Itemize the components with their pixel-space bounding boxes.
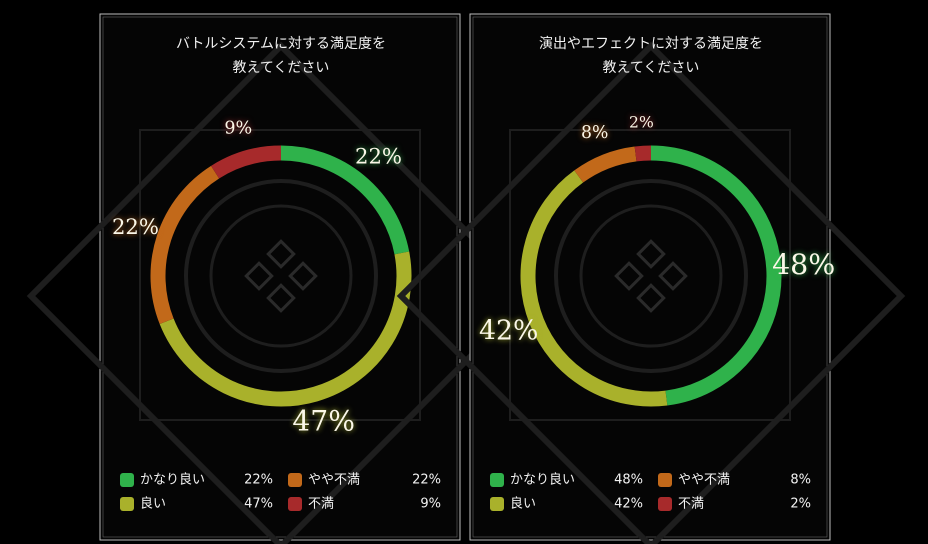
decor-diamond-small bbox=[614, 261, 644, 291]
legend-swatch bbox=[120, 473, 134, 487]
decor-diamond-small bbox=[266, 283, 296, 313]
data-label: 22% bbox=[112, 214, 159, 239]
legend-label: 不満 bbox=[678, 497, 704, 512]
legend-value: 42% bbox=[614, 497, 643, 512]
decor-ring bbox=[554, 179, 748, 373]
decor-diamond bbox=[396, 41, 906, 544]
donut-segment bbox=[520, 170, 668, 407]
decor-frame bbox=[509, 129, 791, 421]
decor-diamond-small bbox=[658, 261, 688, 291]
donut-segment bbox=[650, 145, 782, 406]
donut-segment bbox=[574, 146, 637, 183]
decor-diamond bbox=[26, 41, 536, 544]
legend-value: 22% bbox=[412, 473, 441, 488]
legend-label: やや不満 bbox=[308, 473, 360, 488]
data-label: 8% bbox=[581, 123, 608, 143]
data-label: 22% bbox=[355, 144, 402, 169]
donut-segment bbox=[280, 145, 410, 255]
background-decoration bbox=[26, 41, 536, 544]
donut-segment bbox=[211, 145, 282, 179]
legend-value: 9% bbox=[420, 497, 441, 512]
legend-label: 良い bbox=[140, 496, 166, 512]
legend-swatch bbox=[490, 497, 504, 511]
panel: バトルシステムに対する満足度を教えてください 22% かなり良い 22% 47% 良い 47… bbox=[26, 13, 536, 544]
decor-ring bbox=[184, 179, 378, 373]
data-label: 9% bbox=[224, 119, 252, 139]
panel: 演出やエフェクトに対する満足度を教えてください 48% かなり良い 48% 42% 良い 4… bbox=[396, 13, 906, 544]
legend-label: 良い bbox=[510, 496, 536, 512]
data-label: 2% bbox=[629, 113, 654, 131]
decor-ring bbox=[209, 204, 353, 348]
data-label: 47% bbox=[292, 404, 355, 437]
decor-diamond-small bbox=[244, 261, 274, 291]
legend-value: 22% bbox=[244, 473, 273, 488]
donut-segment bbox=[634, 145, 652, 162]
decor-diamond-small bbox=[636, 239, 666, 269]
panel-inner-frame bbox=[472, 16, 828, 538]
legend-value: 47% bbox=[244, 497, 273, 512]
donut-segment bbox=[150, 165, 220, 325]
panel-inner-frame bbox=[102, 16, 458, 538]
legend-label: かなり良い bbox=[510, 472, 575, 488]
chart-title: バトルシステムに対する満足度を教えてください bbox=[176, 36, 386, 76]
legend-swatch bbox=[288, 497, 302, 511]
data-label: 42% bbox=[479, 315, 538, 346]
legend-value: 48% bbox=[614, 473, 643, 488]
legend-swatch bbox=[288, 473, 302, 487]
legend-swatch bbox=[658, 497, 672, 511]
legend-value: 8% bbox=[790, 473, 811, 488]
legend-swatch bbox=[120, 497, 134, 511]
decor-diamond-small bbox=[636, 283, 666, 313]
legend-value: 2% bbox=[790, 497, 811, 512]
decor-ring bbox=[579, 204, 723, 348]
decor-diamond-small bbox=[266, 239, 296, 269]
legend-label: やや不満 bbox=[678, 473, 730, 488]
legend-swatch bbox=[658, 473, 672, 487]
legend-swatch bbox=[490, 473, 504, 487]
legend-label: かなり良い bbox=[140, 472, 205, 488]
donut-segment bbox=[159, 251, 412, 407]
chart-title: 演出やエフェクトに対する満足度を教えてください bbox=[539, 36, 763, 76]
decor-diamond-small bbox=[288, 261, 318, 291]
data-label: 48% bbox=[772, 248, 835, 281]
legend-label: 不満 bbox=[308, 497, 334, 512]
background-decoration bbox=[396, 41, 906, 544]
